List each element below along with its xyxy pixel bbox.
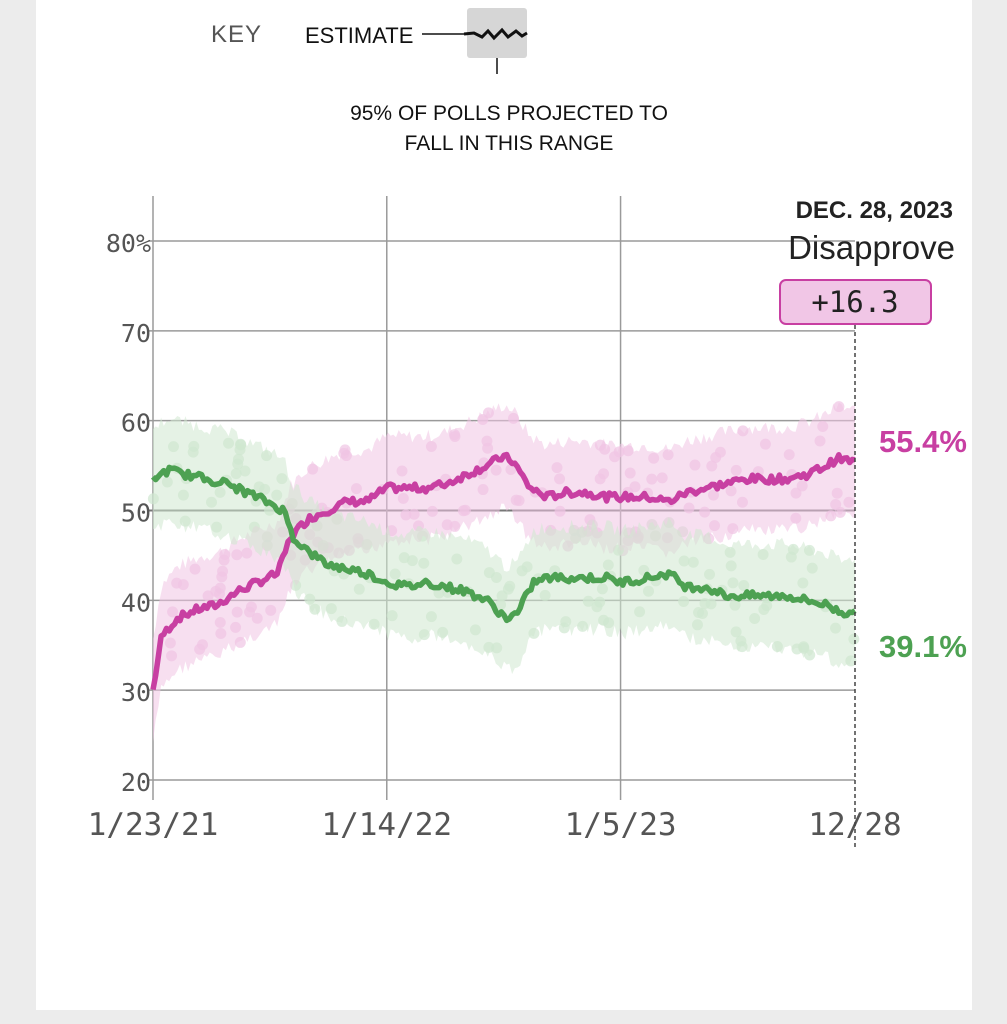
chart-key: KEY ESTIMATE 95% OF POLLS PROJECTED TO F… <box>211 8 668 155</box>
y-tick-label: 30 <box>121 678 151 707</box>
y-tick-label: 20 <box>121 768 151 797</box>
disapprove-range-band <box>153 402 855 742</box>
tooltip-margin: +16.3 <box>811 285 898 319</box>
y-tick-label: 60 <box>121 409 151 438</box>
y-tick-label: 50 <box>121 499 151 528</box>
disapprove-end-label: 55.4% <box>879 424 967 459</box>
tooltip-margin-badge <box>779 279 932 325</box>
y-tick-label: 80% <box>106 229 151 258</box>
approve-range-band <box>153 415 855 675</box>
x-tick-label: 1/5/23 <box>565 807 677 843</box>
approve-estimate-line <box>150 464 857 624</box>
y-axis: 20 30 40 50 60 70 80% <box>106 229 151 797</box>
disapprove-estimate-line <box>150 451 856 691</box>
date-tooltip: DEC. 28, 2023 Disapprove +16.3 <box>779 197 955 848</box>
key-label: KEY <box>211 21 262 48</box>
y-tick-label: 40 <box>121 588 151 617</box>
tooltip-date: DEC. 28, 2023 <box>796 197 953 224</box>
key-range-line1: 95% OF POLLS PROJECTED TO <box>350 102 668 125</box>
tooltip-series: Disapprove <box>788 229 955 266</box>
x-tick-label: 1/14/22 <box>321 807 452 843</box>
y-tick-label: 70 <box>121 319 151 348</box>
key-estimate-label: ESTIMATE <box>305 23 413 48</box>
x-axis: 1/23/21 1/14/22 1/5/23 12/28 <box>88 807 902 843</box>
confidence-bands <box>153 402 855 742</box>
x-tick-label: 1/23/21 <box>88 807 219 843</box>
approve-end-label: 39.1% <box>879 629 967 664</box>
series-lines <box>150 451 857 691</box>
key-estimate-line <box>463 27 528 41</box>
poll-chart: KEY ESTIMATE 95% OF POLLS PROJECTED TO F… <box>88 8 967 848</box>
chart-card: KEY ESTIMATE 95% OF POLLS PROJECTED TO F… <box>36 0 972 1010</box>
key-range-line2: FALL IN THIS RANGE <box>405 132 614 155</box>
